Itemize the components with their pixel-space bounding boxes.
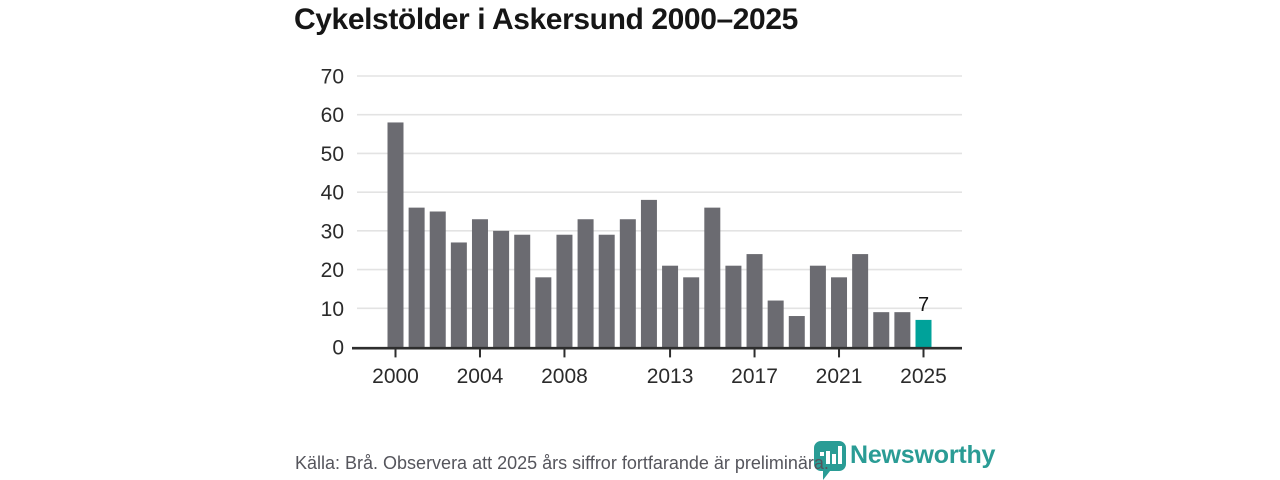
x-tick-label: 2021: [816, 365, 863, 388]
bar-2015: [704, 207, 721, 347]
bar-2012: [640, 199, 657, 347]
bar-2006: [514, 234, 531, 347]
bar-2005: [493, 230, 510, 347]
bar-2010: [598, 234, 615, 347]
x-tick-label: 2017: [731, 365, 778, 388]
x-tick-label: 2004: [457, 365, 504, 388]
y-tick-label: 0: [332, 337, 344, 360]
bar-2021: [831, 277, 848, 347]
y-tick-label: 10: [321, 298, 344, 321]
bar-2016: [725, 265, 742, 347]
bar-2024: [894, 312, 911, 347]
y-tick-label: 50: [321, 143, 344, 166]
bar-2004: [471, 219, 488, 347]
x-tick-label: 2013: [647, 365, 694, 388]
y-tick-label: 30: [321, 220, 344, 243]
x-tick-label: 2025: [900, 365, 947, 388]
chart-title: Cykelstölder i Askersund 2000–2025: [294, 3, 798, 36]
logo-dot: [820, 452, 824, 456]
logo-bar-mid: [832, 454, 836, 464]
bar-2002: [429, 211, 446, 347]
logo-bar-tall: [838, 446, 842, 464]
bar-chart-speech-bubble-icon: [814, 441, 846, 480]
bar-2025: [915, 319, 932, 347]
bar-2001: [408, 207, 425, 347]
newsworthy-wordmark: Newsworthy: [850, 441, 996, 469]
bar-2019: [788, 316, 805, 347]
bar-2011: [619, 219, 636, 347]
bar-2020: [809, 265, 826, 347]
y-tick-label: 70: [321, 66, 344, 89]
bar-2003: [450, 242, 467, 347]
value-label: 7: [918, 294, 929, 316]
bar-2009: [577, 219, 594, 347]
y-tick-label: 40: [321, 182, 344, 205]
y-tick-label: 60: [321, 104, 344, 127]
source-note: Källa: Brå. Observera att 2025 års siffr…: [295, 453, 829, 473]
y-tick-label: 20: [321, 259, 344, 282]
x-tick-label: 2000: [372, 365, 419, 388]
bar-2013: [662, 265, 679, 347]
bar-2023: [873, 312, 890, 347]
bar-2008: [556, 234, 573, 347]
bar-2018: [767, 300, 784, 347]
newsworthy-logo: Newsworthy: [813, 440, 995, 480]
bar-2017: [746, 254, 763, 347]
bar-2014: [683, 277, 700, 347]
logo-bar-small: [826, 451, 830, 464]
bar-2007: [535, 277, 552, 347]
x-tick-label: 2008: [541, 365, 588, 388]
bar-chart: 0 10 20 30 40 50 60 70 2000 2004 2008 2013 2017 2021 2…: [321, 66, 962, 388]
bar-2022: [852, 254, 869, 347]
bar-2000: [387, 122, 404, 347]
